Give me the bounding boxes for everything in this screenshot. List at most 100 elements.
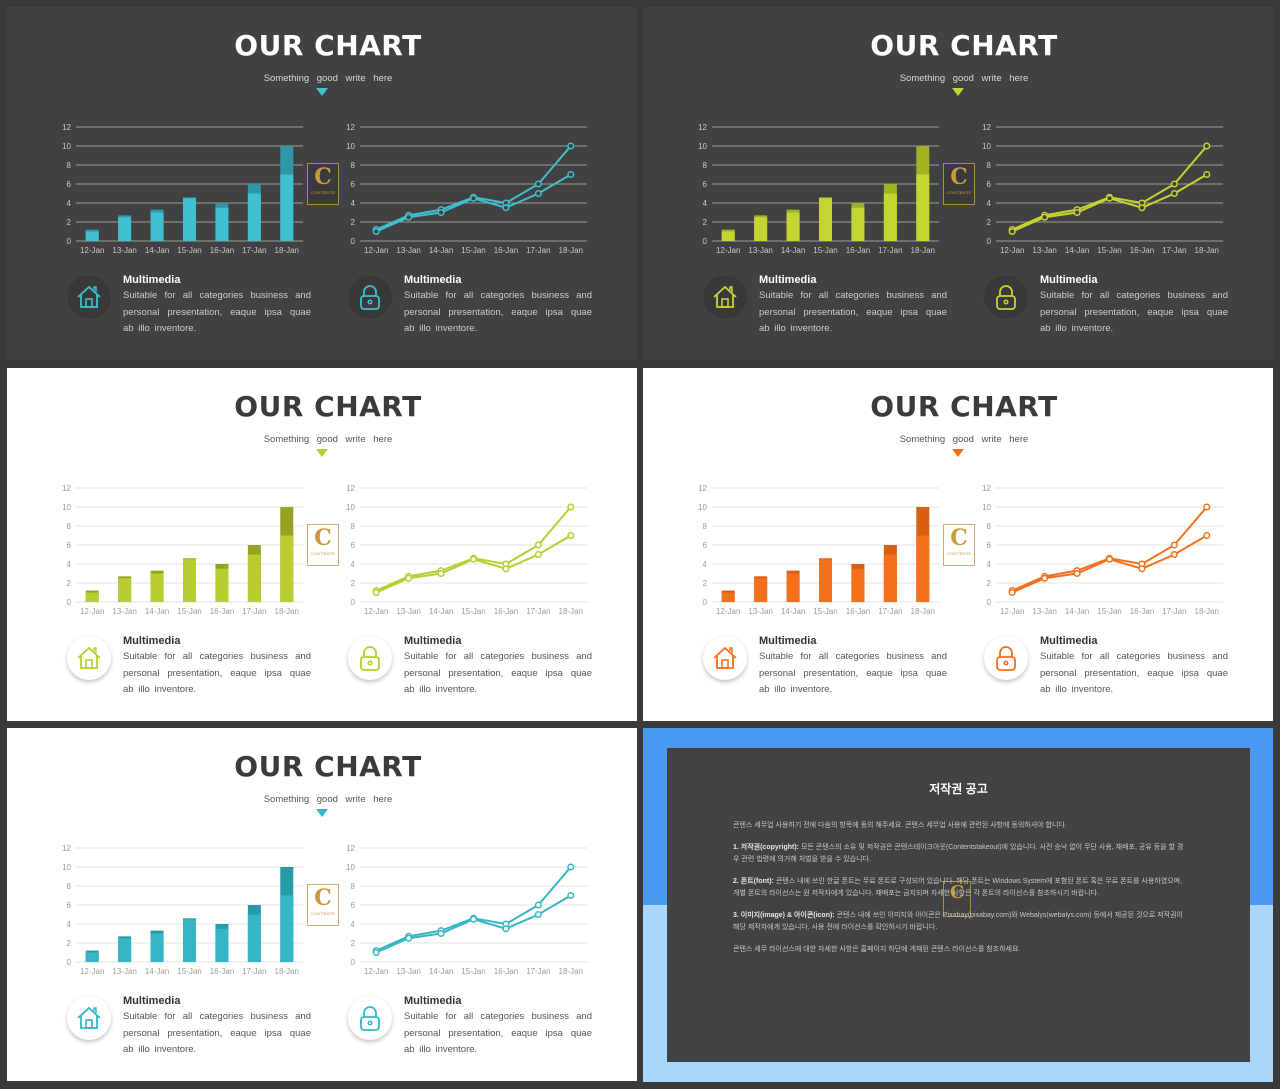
line-y-tick: 4 xyxy=(351,560,356,569)
bar xyxy=(786,212,800,241)
bar-y-tick: 2 xyxy=(67,579,72,588)
line-x-tick: 14-Jan xyxy=(429,246,453,255)
bar xyxy=(247,193,261,241)
bar-y-tick: 12 xyxy=(698,123,707,132)
bar xyxy=(786,573,800,602)
line-point xyxy=(1170,541,1178,549)
bar-x-tick: 12-Jan xyxy=(80,246,104,255)
bar-x-tick: 18-Jan xyxy=(911,246,935,255)
slide-title: OUR CHART xyxy=(234,750,422,783)
bar-y-tick: 4 xyxy=(703,199,708,208)
charts-svg: 0 2 4 6 8 10 12 12-Jan 13-Jan 14-Jan 15-Jan 16-Jan 1… xyxy=(698,123,1223,255)
bar-x-tick: 17-Jan xyxy=(878,246,902,255)
bar xyxy=(183,198,196,241)
notice-paragraph: 3. 이미지(image) & 아이콘(icon): 콘텐스 내에 쓰인 이미지… xyxy=(733,911,1183,932)
contents-logo: C CONTENTS xyxy=(943,163,975,205)
bar xyxy=(183,559,196,602)
bar xyxy=(721,592,735,602)
contents-logo: C CONTENTS xyxy=(307,524,339,566)
line-y-tick: 12 xyxy=(982,484,991,493)
chart-slide: OUR CHART Something good write here 0 2 4 6 8 1… xyxy=(643,7,1273,360)
feature-title: Multimedia xyxy=(759,635,817,647)
line-point xyxy=(1105,194,1114,202)
feature-title: Multimedia xyxy=(759,274,817,286)
bar-y-tick: 12 xyxy=(62,484,71,493)
copyright-notice-slide: 저작권 공고 C 콘텐스 세무업 사용하기 전에 다음의 항목에 동의 해주세요… xyxy=(643,728,1273,1082)
line-x-tick: 16-Jan xyxy=(494,967,518,976)
house-icon xyxy=(703,636,747,680)
line-y-tick: 6 xyxy=(351,541,356,550)
bar-x-tick: 12-Jan xyxy=(716,607,740,616)
bar xyxy=(916,535,930,602)
line-x-tick: 12-Jan xyxy=(1000,607,1024,616)
logo-text: CONTENTS xyxy=(310,911,336,916)
slide-subtitle: Something good write here xyxy=(263,794,393,805)
feature-description: Suitable for all categories business and… xyxy=(1040,651,1228,695)
line-point xyxy=(1041,213,1049,221)
bar-y-tick: 12 xyxy=(62,123,71,132)
logo-text: CONTENTS xyxy=(310,190,336,195)
line-x-tick: 13-Jan xyxy=(1032,246,1056,255)
bar-x-tick: 15-Jan xyxy=(813,607,837,616)
line-y-tick: 10 xyxy=(346,142,355,151)
bar xyxy=(721,231,735,241)
line-x-tick: 17-Jan xyxy=(526,246,550,255)
charts-svg: 0 2 4 6 8 10 12 12-Jan 13-Jan 14-Jan 15-Jan 16-Jan 1… xyxy=(62,123,587,255)
bar xyxy=(215,568,229,602)
bar-y-tick: 8 xyxy=(67,161,72,170)
line-point xyxy=(1170,550,1178,559)
feature-title: Multimedia xyxy=(1040,274,1098,286)
bar xyxy=(851,207,865,241)
house-icon xyxy=(67,636,111,680)
line-y-tick: 2 xyxy=(987,218,992,227)
bar-x-tick: 14-Jan xyxy=(145,967,169,976)
slide-title: OUR CHART xyxy=(870,390,1058,423)
line-y-tick: 2 xyxy=(351,939,356,948)
line-y-tick: 0 xyxy=(987,598,992,607)
line-y-tick: 8 xyxy=(351,882,356,891)
bar xyxy=(754,217,768,241)
house-icon xyxy=(67,996,111,1040)
contents-logo: C CONTENTS xyxy=(943,524,975,566)
bar-y-tick: 12 xyxy=(62,844,71,853)
line-point xyxy=(1073,569,1081,578)
bar-x-tick: 12-Jan xyxy=(80,607,104,616)
line-x-tick: 14-Jan xyxy=(1065,246,1089,255)
line-x-tick: 13-Jan xyxy=(1032,607,1056,616)
bar-y-tick: 8 xyxy=(67,882,72,891)
bar-y-tick: 10 xyxy=(62,142,71,151)
line-y-tick: 0 xyxy=(351,237,356,246)
bar xyxy=(247,914,261,962)
slide-subtitle: Something good write here xyxy=(263,434,393,445)
bar-x-tick: 14-Jan xyxy=(145,607,169,616)
bar xyxy=(247,554,261,602)
line-point xyxy=(1203,503,1211,511)
bar-y-tick: 4 xyxy=(67,199,72,208)
bar-x-tick: 16-Jan xyxy=(210,967,234,976)
feature-description: Suitable for all categories business and… xyxy=(759,290,947,334)
contents-logo: C CONTENTS xyxy=(307,163,339,205)
line-point xyxy=(405,934,413,942)
line-x-tick: 12-Jan xyxy=(364,967,388,976)
line-y-tick: 10 xyxy=(982,503,991,512)
line-point xyxy=(567,170,575,179)
line-point xyxy=(1008,588,1016,597)
line-y-tick: 6 xyxy=(351,180,356,189)
line-point xyxy=(534,180,542,188)
bar-y-tick: 8 xyxy=(703,161,708,170)
line-point xyxy=(1105,555,1114,563)
bar-x-tick: 12-Jan xyxy=(80,967,104,976)
slide-subtitle: Something good write here xyxy=(263,73,393,84)
line-y-tick: 10 xyxy=(346,863,355,872)
house-icon xyxy=(703,275,747,319)
line-x-tick: 14-Jan xyxy=(429,967,453,976)
line-x-tick: 12-Jan xyxy=(1000,246,1024,255)
line-point xyxy=(1138,565,1146,573)
triangle-marker-icon xyxy=(316,449,328,457)
line-y-tick: 12 xyxy=(346,123,355,132)
line-y-tick: 2 xyxy=(351,579,356,588)
line-y-tick: 0 xyxy=(351,958,356,967)
slide-subtitle: Something good write here xyxy=(899,73,1029,84)
bar xyxy=(85,592,99,602)
house-icon xyxy=(67,275,111,319)
